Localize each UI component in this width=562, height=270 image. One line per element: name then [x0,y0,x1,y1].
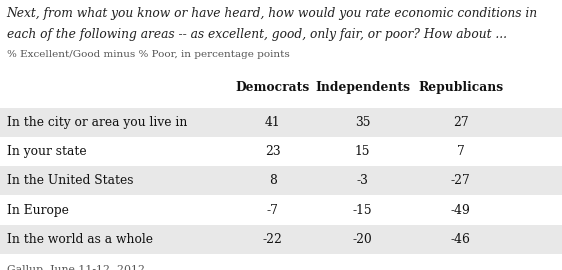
Text: each of the following areas -- as excellent, good, only fair, or poor? How about: each of the following areas -- as excell… [7,28,507,41]
Text: Gallup, June 11-12, 2012: Gallup, June 11-12, 2012 [7,265,145,270]
Bar [0,108,562,137]
Text: 35: 35 [355,116,370,129]
Bar [0,137,562,166]
Text: In Europe: In Europe [7,204,69,217]
Text: 8: 8 [269,174,277,187]
Text: Republicans: Republicans [418,81,504,94]
Text: 23: 23 [265,145,280,158]
Text: -49: -49 [451,204,471,217]
Text: -15: -15 [353,204,372,217]
Text: In the United States: In the United States [7,174,133,187]
Text: -20: -20 [352,233,373,246]
Text: % Excellent/Good minus % Poor, in percentage points: % Excellent/Good minus % Poor, in percen… [7,50,289,59]
Text: Next, from what you know or have heard, how would you rate economic conditions i: Next, from what you know or have heard, … [7,7,538,20]
Text: -22: -22 [262,233,283,246]
Text: Democrats: Democrats [235,81,310,94]
Text: 7: 7 [457,145,465,158]
Bar [0,166,562,195]
Text: In the world as a whole: In the world as a whole [7,233,153,246]
Text: Independents: Independents [315,81,410,94]
Text: 15: 15 [355,145,370,158]
Text: 41: 41 [265,116,280,129]
Text: In the city or area you live in: In the city or area you live in [7,116,187,129]
Bar [0,195,562,225]
Text: -27: -27 [451,174,471,187]
Text: -3: -3 [356,174,369,187]
Bar [0,225,562,254]
Text: -46: -46 [451,233,471,246]
Text: 27: 27 [453,116,469,129]
Text: -7: -7 [266,204,279,217]
Text: In your state: In your state [7,145,87,158]
